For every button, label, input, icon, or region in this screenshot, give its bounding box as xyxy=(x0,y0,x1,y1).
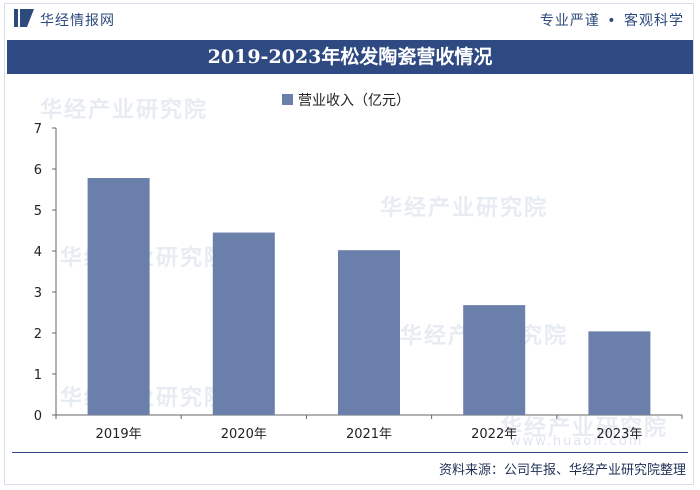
y-tick-label: 2 xyxy=(34,327,42,342)
y-tick-label: 0 xyxy=(34,409,42,424)
chart-title: 2019-2023年松发陶瓷营收情况 xyxy=(207,46,493,68)
tagline-separator: • xyxy=(607,13,617,29)
footer-divider xyxy=(12,452,688,453)
bar xyxy=(588,331,651,415)
legend-swatch xyxy=(282,94,293,105)
bar xyxy=(212,232,275,415)
bar xyxy=(463,305,526,415)
y-tick-label: 7 xyxy=(34,122,42,137)
x-tick-label: 2021年 xyxy=(346,427,392,442)
watermark-url: www.huaon.com xyxy=(510,434,644,449)
bar xyxy=(338,250,400,415)
header-bar: 华经情报网 专业严谨 • 客观科学 xyxy=(0,0,700,36)
y-tick-label: 4 xyxy=(34,245,42,260)
logo-icon xyxy=(14,9,34,27)
y-tick-label: 3 xyxy=(34,286,42,301)
y-tick-label: 1 xyxy=(34,368,42,383)
x-tick-label: 2019年 xyxy=(96,427,142,442)
y-tick-label: 6 xyxy=(34,163,42,178)
tagline-right: 客观科学 xyxy=(624,13,684,29)
tagline: 专业严谨 • 客观科学 xyxy=(540,10,684,30)
chart-frame xyxy=(4,3,694,485)
brand-name: 华经情报网 xyxy=(40,13,115,29)
legend-label: 营业收入（亿元） xyxy=(298,93,410,109)
bar xyxy=(87,178,150,415)
tagline-left: 专业严谨 xyxy=(539,13,600,29)
y-tick-label: 5 xyxy=(34,204,42,219)
x-tick-label: 2020年 xyxy=(221,427,267,442)
title-bar: 2019-2023年松发陶瓷营收情况 xyxy=(7,40,693,74)
source-note: 资料来源：公司年报、华经产业研究院整理 xyxy=(438,463,686,478)
x-tick-label: 2023年 xyxy=(596,427,642,442)
x-tick-label: 2022年 xyxy=(471,427,517,442)
